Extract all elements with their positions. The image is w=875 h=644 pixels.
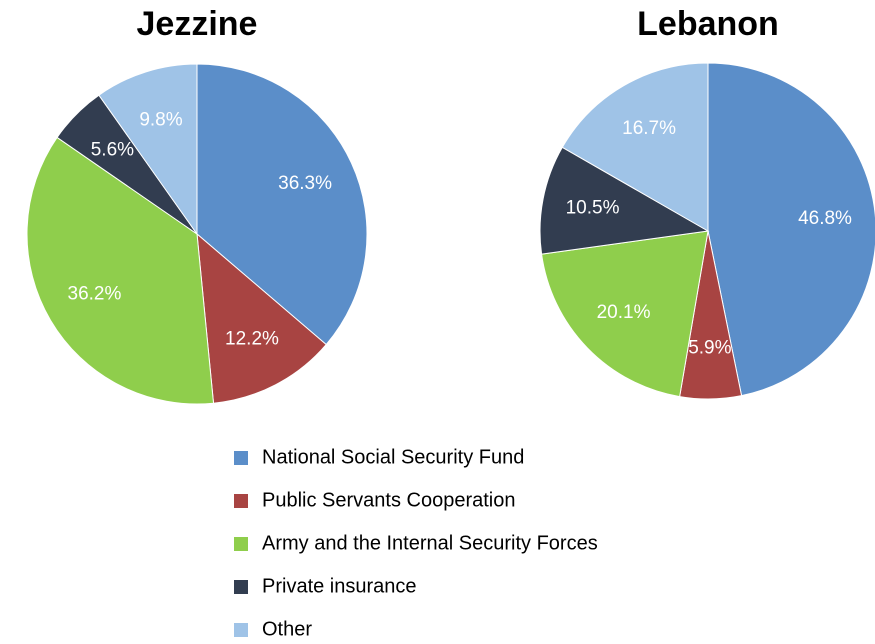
chart-title: Jezzine xyxy=(137,5,258,43)
data-label: 36.3% xyxy=(278,173,332,194)
data-label: 46.8% xyxy=(798,208,852,229)
pie-slice xyxy=(196,232,327,404)
pie-slice xyxy=(707,62,875,397)
data-label: 36.2% xyxy=(68,283,122,304)
data-label: 5.6% xyxy=(91,139,134,160)
legend-label: Private insurance xyxy=(262,575,417,597)
legend-label: Other xyxy=(262,618,312,640)
data-label: 10.5% xyxy=(566,198,620,219)
legend-label: Public Servants Cooperation xyxy=(262,489,515,511)
legend-label: National Social Security Fund xyxy=(262,446,524,468)
data-label: 20.1% xyxy=(597,302,651,323)
pie-slice xyxy=(98,63,198,236)
legend-swatch xyxy=(234,537,248,551)
legend-swatch xyxy=(234,580,248,594)
data-label: 16.7% xyxy=(622,118,676,139)
pie-slice xyxy=(539,146,710,255)
legend-swatch xyxy=(234,623,248,637)
pie-slice xyxy=(561,62,709,232)
chart-title: Lebanon xyxy=(637,5,779,43)
pie-slice xyxy=(26,136,215,405)
pie-slice xyxy=(541,230,709,398)
legend-label: Army and the Internal Security Forces xyxy=(262,532,598,554)
data-label: 12.2% xyxy=(225,329,279,350)
data-label: 5.9% xyxy=(688,338,731,359)
pie-slice xyxy=(196,63,368,346)
legend-swatch xyxy=(234,494,248,508)
data-label: 9.8% xyxy=(139,110,182,131)
legend-swatch xyxy=(234,451,248,465)
